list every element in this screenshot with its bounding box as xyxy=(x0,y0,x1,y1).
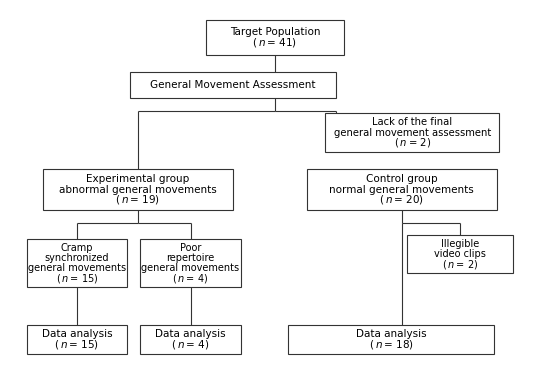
Text: general movements: general movements xyxy=(28,264,126,273)
Text: synchronized: synchronized xyxy=(45,253,109,263)
FancyBboxPatch shape xyxy=(130,72,336,98)
FancyBboxPatch shape xyxy=(288,325,494,354)
FancyBboxPatch shape xyxy=(27,239,127,287)
Text: ( $n$ = 15): ( $n$ = 15) xyxy=(54,338,100,351)
Text: ( $n$ = 18): ( $n$ = 18) xyxy=(368,338,414,351)
Text: ( $n$ = 4): ( $n$ = 4) xyxy=(172,272,208,285)
FancyBboxPatch shape xyxy=(325,113,499,152)
Text: Cramp: Cramp xyxy=(60,243,94,253)
Text: general movement assessment: general movement assessment xyxy=(334,128,491,137)
FancyBboxPatch shape xyxy=(407,235,513,273)
Text: Control group: Control group xyxy=(366,174,438,184)
Text: repertoire: repertoire xyxy=(167,253,214,263)
Text: ( $n$ = 15): ( $n$ = 15) xyxy=(56,272,98,285)
FancyBboxPatch shape xyxy=(140,239,241,287)
FancyBboxPatch shape xyxy=(206,20,344,54)
Text: Poor: Poor xyxy=(180,243,201,253)
Text: ( $n$ = 2): ( $n$ = 2) xyxy=(394,136,431,149)
Text: Data analysis: Data analysis xyxy=(42,329,112,339)
Text: normal general movements: normal general movements xyxy=(329,185,474,195)
Text: ( $n$ = 19): ( $n$ = 19) xyxy=(115,193,160,206)
Text: Experimental group: Experimental group xyxy=(86,174,189,184)
Text: ( $n$ = 20): ( $n$ = 20) xyxy=(379,193,424,206)
Text: ( $n$ = 4): ( $n$ = 4) xyxy=(171,338,210,351)
Text: video clips: video clips xyxy=(434,249,486,259)
Text: ( $n$ = 2): ( $n$ = 2) xyxy=(442,258,478,271)
FancyBboxPatch shape xyxy=(307,169,497,210)
Text: Target Population: Target Population xyxy=(230,27,320,37)
FancyBboxPatch shape xyxy=(43,169,233,210)
Text: Data analysis: Data analysis xyxy=(155,329,226,339)
FancyBboxPatch shape xyxy=(140,325,241,354)
Text: abnormal general movements: abnormal general movements xyxy=(59,185,217,195)
Text: General Movement Assessment: General Movement Assessment xyxy=(150,80,316,90)
Text: general movements: general movements xyxy=(141,264,240,273)
Text: ( $n$ = 41): ( $n$ = 41) xyxy=(252,36,298,49)
FancyBboxPatch shape xyxy=(27,325,127,354)
Text: Data analysis: Data analysis xyxy=(356,329,426,339)
Text: Illegible: Illegible xyxy=(441,239,479,249)
Text: Lack of the final: Lack of the final xyxy=(372,117,452,128)
